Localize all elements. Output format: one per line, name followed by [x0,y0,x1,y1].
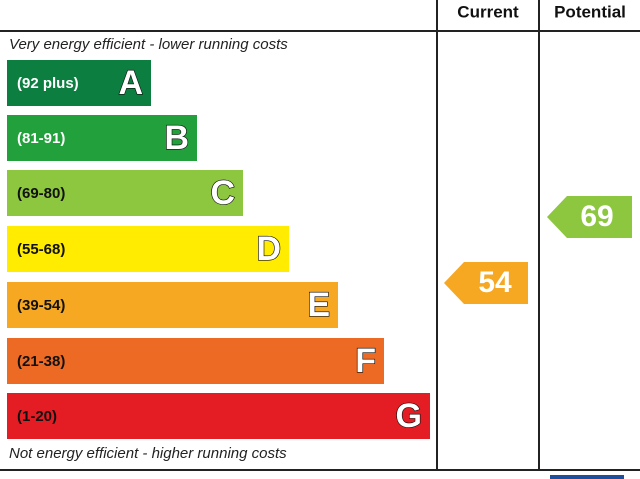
edge-fragment [550,475,624,479]
band-range: (81-91) [17,130,65,147]
band-bar [7,115,197,161]
band-letter: C [210,174,235,212]
band-letter: E [307,286,330,324]
band-bar [7,282,338,328]
band-bar [7,226,289,272]
current-header: Current [457,2,519,21]
potential-score: 69 [580,200,613,233]
current-arrow [444,262,528,304]
band-range: (69-80) [17,185,65,202]
current-score: 54 [478,266,512,299]
band-bar [7,393,430,439]
band-range: (39-54) [17,297,65,314]
bottom-note: Not energy efficient - higher running co… [9,445,287,462]
potential-header: Potential [554,2,626,21]
band-letter: B [164,119,189,157]
band-range: (21-38) [17,353,65,370]
band-letter: A [118,64,143,102]
top-note: Very energy efficient - lower running co… [9,36,288,53]
band-range: (1-20) [17,408,57,425]
band-letter: D [256,230,281,268]
potential-arrow [547,196,632,238]
band-range: (55-68) [17,241,65,258]
band-letter: F [355,342,376,380]
band-bar [7,60,151,106]
band-bar [7,338,384,384]
band-letter: G [396,397,422,435]
band-range: (92 plus) [17,75,79,92]
band-bar [7,170,243,216]
